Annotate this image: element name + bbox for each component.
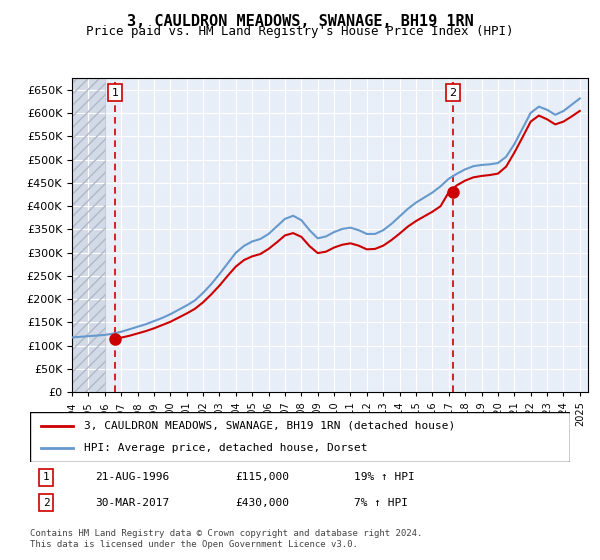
Text: 1: 1 xyxy=(43,473,50,482)
Text: Contains HM Land Registry data © Crown copyright and database right 2024.
This d: Contains HM Land Registry data © Crown c… xyxy=(30,529,422,549)
Text: 1: 1 xyxy=(112,88,119,98)
Text: 2: 2 xyxy=(449,88,456,98)
Text: 21-AUG-1996: 21-AUG-1996 xyxy=(95,473,169,482)
Bar xyxy=(72,78,105,392)
Bar xyxy=(72,78,105,392)
Text: 7% ↑ HPI: 7% ↑ HPI xyxy=(354,498,408,507)
Text: £430,000: £430,000 xyxy=(235,498,289,507)
Text: HPI: Average price, detached house, Dorset: HPI: Average price, detached house, Dors… xyxy=(84,443,367,453)
FancyBboxPatch shape xyxy=(30,412,570,462)
Text: 30-MAR-2017: 30-MAR-2017 xyxy=(95,498,169,507)
Text: 3, CAULDRON MEADOWS, SWANAGE, BH19 1RN: 3, CAULDRON MEADOWS, SWANAGE, BH19 1RN xyxy=(127,14,473,29)
Text: Price paid vs. HM Land Registry's House Price Index (HPI): Price paid vs. HM Land Registry's House … xyxy=(86,25,514,38)
Text: 3, CAULDRON MEADOWS, SWANAGE, BH19 1RN (detached house): 3, CAULDRON MEADOWS, SWANAGE, BH19 1RN (… xyxy=(84,421,455,431)
Text: 19% ↑ HPI: 19% ↑ HPI xyxy=(354,473,415,482)
Text: 2: 2 xyxy=(43,498,50,507)
Text: £115,000: £115,000 xyxy=(235,473,289,482)
